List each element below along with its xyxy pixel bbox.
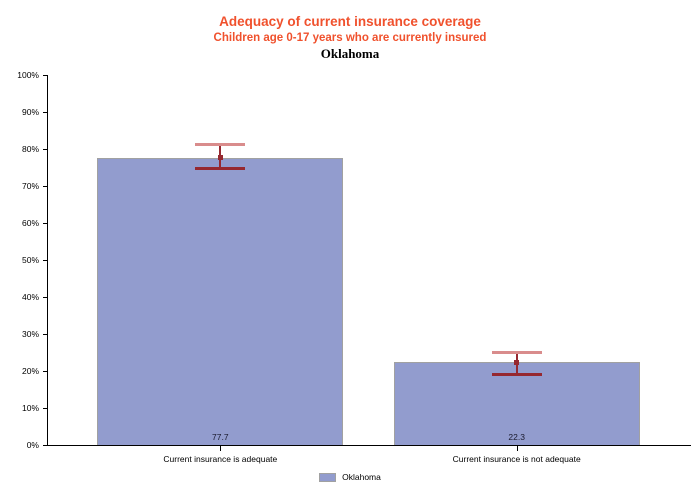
legend-swatch-icon (319, 472, 337, 482)
bar-value-label: 22.3 (508, 432, 525, 442)
y-axis-tick-label: 60% (21, 218, 39, 228)
y-axis-tick (43, 112, 47, 113)
bar (97, 157, 344, 445)
y-axis-tick (43, 371, 47, 372)
y-axis-tick-label: 90% (21, 107, 39, 117)
y-axis-tick-label: 100% (17, 70, 39, 80)
bar (393, 362, 640, 445)
y-axis-tick (43, 186, 47, 187)
plot-axes (47, 75, 691, 446)
error-bar-marker (217, 155, 223, 160)
chart-region-title: Oklahoma (320, 46, 380, 62)
category-label: Current insurance is adequate (163, 454, 278, 464)
y-axis-tick (43, 260, 47, 261)
y-axis-tick (43, 445, 47, 446)
error-bar-cap-bottom (195, 167, 246, 171)
chart-header: Adequacy of current insurance coverage C… (0, 14, 700, 63)
bar-value-label: 77.7 (212, 432, 229, 442)
y-axis-tick-label: 50% (21, 255, 39, 265)
error-bar-cap-top (491, 351, 542, 355)
y-axis-tick (43, 408, 47, 409)
y-axis-tick (43, 149, 47, 150)
y-axis-tick-label: 0% (26, 440, 39, 450)
y-axis-tick-label: 30% (21, 329, 39, 339)
legend-label: Oklahoma (342, 472, 381, 482)
y-axis-tick-label: 20% (21, 366, 39, 376)
category-label: Current insurance is not adequate (452, 454, 581, 464)
y-axis-tick (43, 223, 47, 224)
y-axis-tick (43, 297, 47, 298)
y-axis-tick (43, 75, 47, 76)
legend: Oklahoma (0, 472, 700, 482)
error-bar-marker (514, 359, 520, 365)
y-axis-tick-label: 10% (21, 403, 39, 413)
error-bar-cap-bottom (491, 372, 542, 376)
y-axis-tick-label: 40% (21, 292, 39, 302)
chart-subtitle: Children age 0-17 years who are currentl… (213, 31, 487, 44)
x-axis-tick (516, 446, 518, 451)
chart-title: Adequacy of current insurance coverage (219, 14, 481, 29)
y-axis-tick-label: 70% (21, 181, 39, 191)
x-axis-tick (220, 446, 222, 451)
y-axis-tick (43, 334, 47, 335)
error-bar-cap-top (195, 143, 246, 147)
y-axis-tick-label: 80% (21, 144, 39, 154)
